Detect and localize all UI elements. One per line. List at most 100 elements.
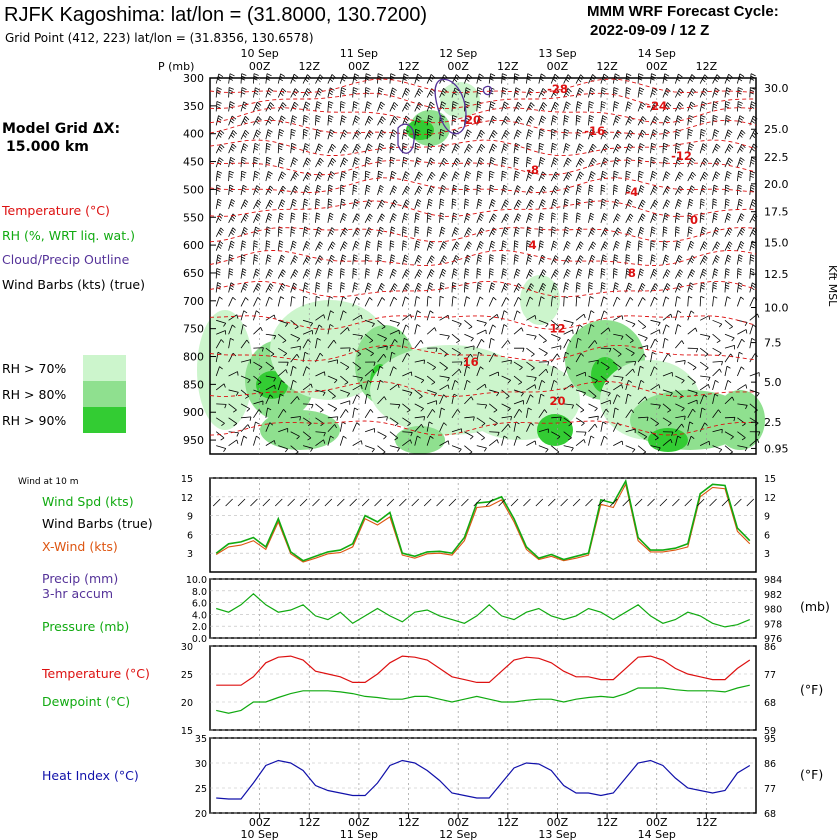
wind-barb-flag [515,87,521,91]
wind-barb-flag [319,255,323,259]
wind-barb-flag [417,104,422,108]
wind-barb-flag [315,114,321,118]
wind-barb-flag [343,243,347,247]
wind-barb-flag [531,367,535,371]
wind-barb [327,296,330,307]
wind-barb-flag [626,242,631,246]
wind-barb-flag [733,417,736,422]
wind-barb-flag [280,117,285,121]
wind-barb-flag [484,447,487,452]
wind-barb-flag [714,231,718,235]
wind-barb-flag [566,241,571,245]
wind-barb-flag [243,310,248,314]
wind-barb-flag [515,217,520,222]
wind-barb-flag [217,282,222,285]
wind-barb-flag [428,117,432,121]
wind-barb-flag [477,259,482,262]
precip-tick: 2.0 [192,622,207,633]
wind-barb [389,171,393,182]
wind-barb-flag [464,184,469,187]
wind-barb-flag [369,213,373,218]
hour-label-bottom: 12Z [398,816,420,829]
wind-barb-flag [664,273,669,278]
wind-barb-flag [528,254,533,258]
wind-barb [377,396,385,405]
wind-barb-flag [223,448,227,452]
wind-barb-flag [712,198,717,201]
wind-barb-flag [740,229,744,234]
wind-barb-flag [701,187,706,191]
wind-barb-flag [516,187,520,191]
wind-barb [464,320,473,328]
wind-barb-flag [715,227,720,231]
wind-barb-flag [454,229,458,233]
wind-barb-flag [330,76,335,80]
wind-barb-flag [255,217,259,222]
wind-barb-flag [565,351,570,355]
pressure-level-label: 300 [183,72,204,85]
wind-barb-flag [478,254,483,258]
wind-barb-flag [343,435,347,439]
wind-barb-flag [246,408,251,412]
wind-barb-flag [514,231,519,235]
wind-barb-flag [380,118,384,122]
wind-barb-flag [490,337,495,341]
wind-barb-flag [603,73,609,78]
wind-barb [700,333,711,337]
wind-barb-flag [540,75,545,79]
wind-barb [377,283,382,293]
wind-barb-flag [255,87,260,91]
wind-barb [575,241,581,251]
wind-barb-flag [514,259,519,262]
wind-barb-flag [230,148,234,152]
wind-barb-flag [528,173,532,177]
wind-barb-flag [464,284,469,287]
wind-barb-flag [564,198,569,202]
wind-barb-flag [328,119,333,123]
wind-barb-flag [684,360,686,365]
wind-barb-flag [588,189,593,193]
wind-barb-flag [405,115,411,120]
wind-barb-flag [418,88,423,93]
wind-barb-flag [318,87,324,92]
wind-barb [538,333,547,341]
wind-barb [712,394,716,404]
wind-barb-flag [628,118,632,122]
wind-barb-flag [304,351,309,355]
wind-barb-flag [218,132,223,136]
wind-barb-flag [704,367,709,371]
wind-barb-flag [576,201,581,204]
wind-barb-flag [331,157,337,162]
wind-barb-flag [305,271,310,275]
wind-barb-flag [253,259,258,262]
wind-barb-flag [393,285,397,289]
wind-barb [674,435,679,446]
wind-barb-flag [366,156,372,160]
wind-barb-flag [557,396,561,401]
wind-barb-flag [713,296,718,299]
wind-barb-flag [353,161,358,165]
wind-barb-flag [577,101,583,105]
wind-barb-flag [540,212,545,216]
wind-barb-flag [654,437,659,441]
wind-barb-flag [703,241,708,245]
wind-barb-flag [568,423,573,427]
wind-barb-flag [236,432,239,437]
wind-barb-flag [577,187,582,191]
wind-barb-flag [615,148,619,152]
wind-barb-flag [381,326,386,330]
wind-barb-flag [357,353,362,357]
wind-barb [240,324,244,335]
wind-barb-flag [526,161,531,165]
wind-barb [476,383,486,391]
wind-barb-flag [489,106,494,109]
wind-barb-flag [491,134,495,138]
kft-axis-label: Kft MSL [826,265,839,307]
wind-barb-flag [700,287,705,290]
wind-barb-flag [356,296,360,301]
wind-barb-flag [702,271,706,275]
wind-barb-flag [220,129,225,134]
wind-barb [414,324,418,335]
wind-barb-flag [319,157,324,163]
wind-barb-flag [715,171,721,176]
